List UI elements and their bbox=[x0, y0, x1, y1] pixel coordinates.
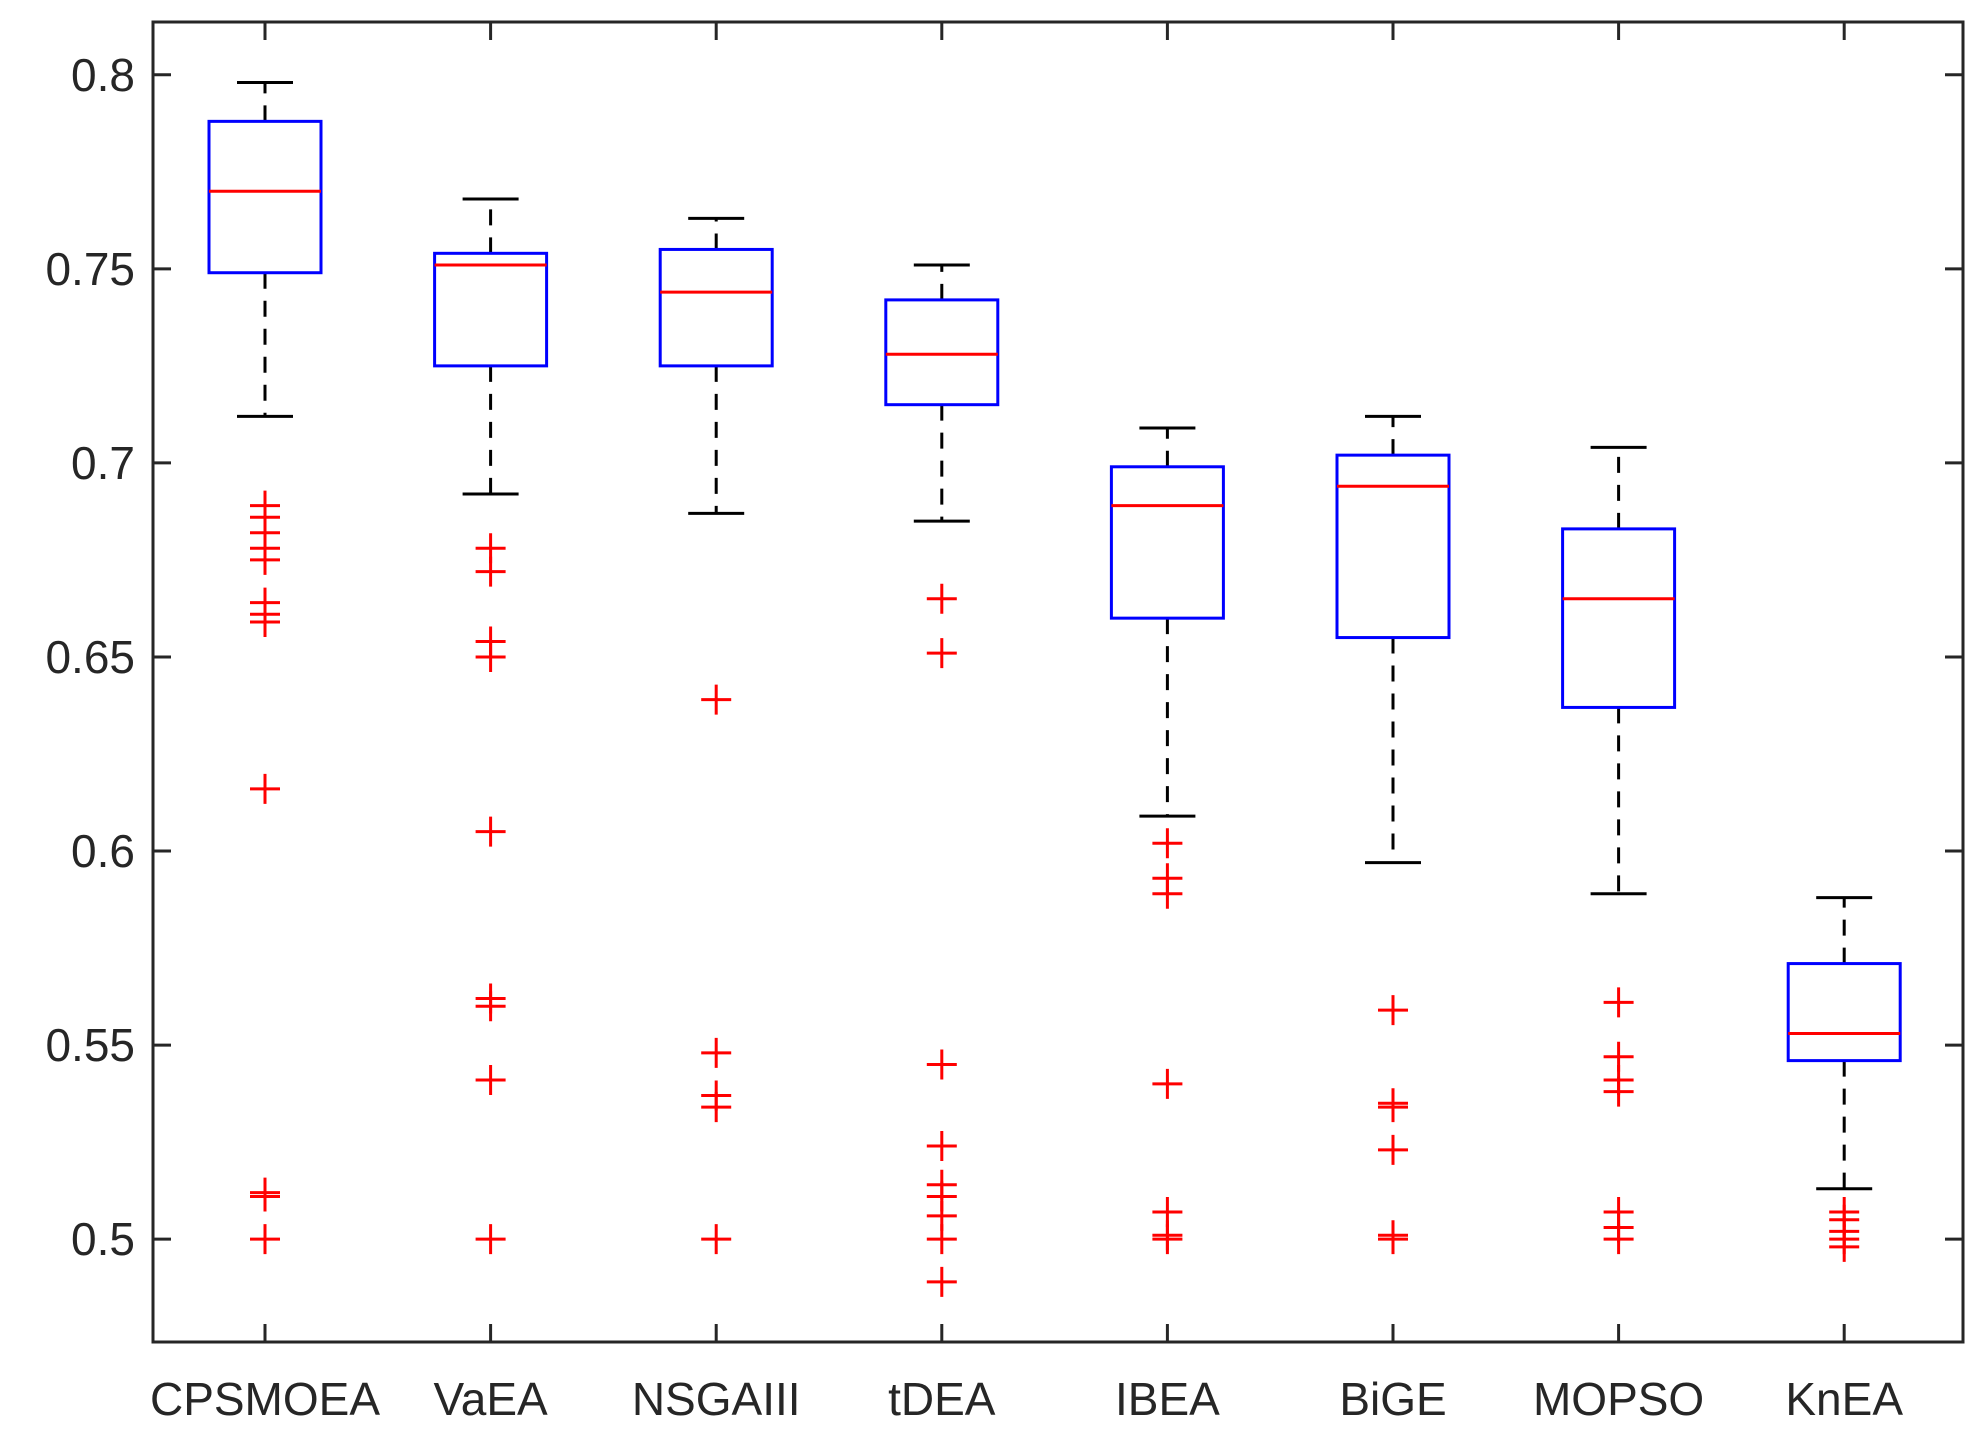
x-tick-label: BiGE bbox=[1339, 1373, 1446, 1425]
x-axis: CPSMOEA VaEA NSGAIII tDEA IBEA BiGE MOPSO KnEA bbox=[150, 22, 1903, 1425]
outlier-point bbox=[475, 1065, 506, 1096]
outlier-point bbox=[1378, 995, 1408, 1026]
outlier-point bbox=[1829, 1231, 1860, 1262]
x-tick-label: MOPSO bbox=[1533, 1373, 1704, 1425]
outlier-point bbox=[475, 816, 506, 847]
box-ibea bbox=[1109, 426, 1225, 1255]
iqr-box bbox=[1335, 453, 1451, 640]
x-tick-label: IBEA bbox=[1115, 1373, 1220, 1425]
box-knea bbox=[1786, 896, 1902, 1262]
outlier-point bbox=[475, 1224, 506, 1255]
y-axis: 0.5 0.55 0.6 0.65 0.7 0.75 0.8 bbox=[45, 49, 1963, 1265]
outlier-point bbox=[475, 556, 506, 587]
outlier-point bbox=[1378, 1092, 1408, 1123]
outlier-point bbox=[926, 583, 957, 614]
outlier-point bbox=[250, 607, 280, 638]
outlier-point bbox=[250, 1181, 280, 1212]
iqr-box bbox=[658, 247, 774, 368]
iqr-box bbox=[207, 119, 323, 275]
y-tick-label: 0.7 bbox=[71, 437, 135, 489]
x-tick-label: NSGAIII bbox=[632, 1373, 801, 1425]
x-tick-label: VaEA bbox=[433, 1373, 548, 1425]
outlier-point bbox=[250, 1224, 280, 1255]
outlier-point bbox=[1378, 1134, 1408, 1165]
iqr-box bbox=[1786, 962, 1902, 1063]
outlier-point bbox=[1603, 1224, 1634, 1255]
box-mopso bbox=[1561, 445, 1677, 1255]
outlier-point bbox=[1603, 1076, 1634, 1107]
y-tick-label: 0.6 bbox=[71, 825, 135, 877]
box-cpsmoea bbox=[207, 81, 323, 1255]
outlier-point bbox=[926, 638, 957, 669]
box-bige bbox=[1335, 414, 1451, 1255]
plot-area bbox=[151, 20, 1965, 1344]
outlier-point bbox=[475, 641, 506, 672]
x-tick-label: CPSMOEA bbox=[150, 1373, 380, 1425]
iqr-box bbox=[433, 251, 549, 368]
iqr-box bbox=[884, 298, 1000, 407]
outlier-point bbox=[926, 1131, 957, 1161]
outlier-point bbox=[1152, 1068, 1183, 1099]
outlier-point bbox=[1152, 828, 1183, 859]
y-tick-label: 0.8 bbox=[71, 49, 135, 101]
outlier-point bbox=[701, 1092, 732, 1123]
outlier-point bbox=[1378, 1224, 1408, 1255]
outlier-point bbox=[701, 1037, 732, 1068]
box-series bbox=[207, 81, 1902, 1297]
box-nsgaiii bbox=[658, 216, 774, 1255]
x-tick-label: tDEA bbox=[888, 1373, 996, 1425]
outlier-point bbox=[926, 1266, 957, 1297]
outlier-point bbox=[1152, 878, 1183, 909]
y-tick-label: 0.75 bbox=[45, 243, 135, 295]
box-tdea bbox=[884, 263, 1000, 1297]
outlier-point bbox=[1603, 987, 1634, 1018]
outlier-point bbox=[701, 1224, 732, 1255]
iqr-box bbox=[1561, 527, 1677, 709]
outlier-point bbox=[250, 544, 280, 575]
x-tick-label: KnEA bbox=[1785, 1373, 1903, 1425]
y-tick-label: 0.65 bbox=[45, 631, 135, 683]
y-tick-label: 0.55 bbox=[45, 1019, 135, 1071]
y-tick-label: 0.5 bbox=[71, 1213, 135, 1265]
outlier-point bbox=[250, 773, 280, 804]
outlier-point bbox=[701, 684, 732, 715]
outlier-point bbox=[1152, 1224, 1183, 1255]
outlier-point bbox=[926, 1224, 957, 1255]
outlier-point bbox=[926, 1049, 957, 1080]
box-vaea bbox=[433, 197, 549, 1255]
iqr-box bbox=[1109, 465, 1225, 620]
outlier-point bbox=[475, 991, 506, 1022]
